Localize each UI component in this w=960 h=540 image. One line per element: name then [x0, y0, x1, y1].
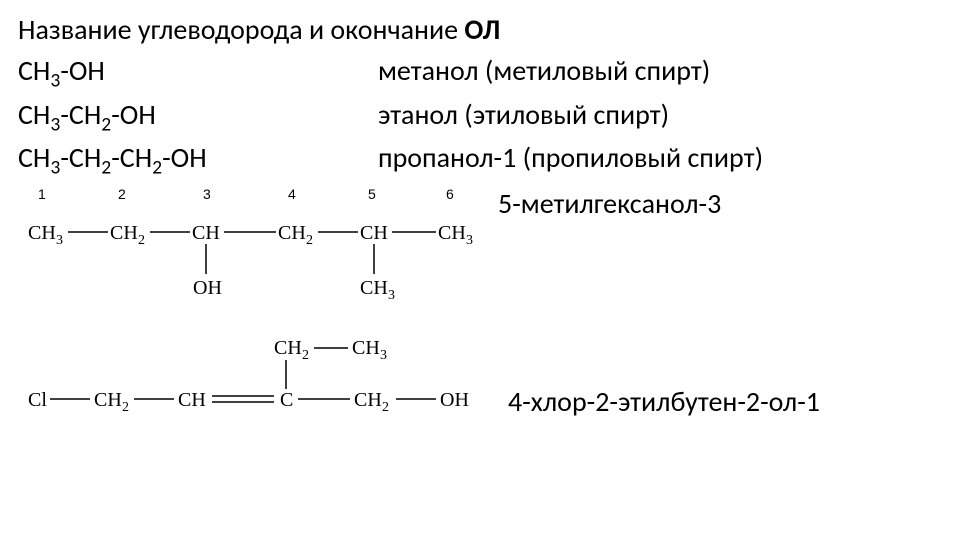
- svg-text:OH: OH: [193, 277, 222, 299]
- svg-text:CH: CH: [94, 389, 122, 411]
- page-title: Название углеводорода и окончание ОЛ: [18, 12, 942, 47]
- formula-row-2: CH3-CH2-OH этанол (этиловый спирт): [18, 97, 942, 137]
- formula-2: CH3-CH2-OH: [18, 97, 378, 137]
- svg-text:2: 2: [382, 400, 389, 415]
- compound-1-name: 5-метилгексанол-3: [498, 186, 721, 221]
- svg-text:CH: CH: [178, 389, 206, 411]
- svg-text:2: 2: [122, 400, 129, 415]
- svg-text:CH: CH: [274, 337, 302, 359]
- title-suffix: ОЛ: [464, 12, 500, 47]
- svg-text:C: C: [280, 389, 293, 411]
- carbon-num-5: 5: [368, 186, 376, 202]
- formula-3-name: пропанол-1 (пропиловый спирт): [378, 140, 942, 180]
- carbon-num-1: 1: [38, 186, 46, 202]
- carbon-num-6: 6: [446, 186, 454, 202]
- svg-text:CH: CH: [110, 222, 138, 244]
- svg-text:CH: CH: [192, 222, 220, 244]
- formula-1: CH3-OH: [18, 53, 378, 93]
- svg-text:3: 3: [56, 233, 63, 248]
- svg-text:OH: OH: [440, 389, 469, 411]
- svg-text:Cl: Cl: [28, 389, 47, 411]
- svg-text:3: 3: [380, 348, 387, 363]
- formula-1-name: метанол (метиловый спирт): [378, 53, 942, 93]
- carbon-num-2: 2: [118, 186, 126, 202]
- svg-text:CH: CH: [354, 389, 382, 411]
- compound-2-name: 4-хлор-2-этилбутен-2-ол-1: [508, 384, 820, 419]
- svg-text:3: 3: [466, 233, 473, 248]
- compound-1-row: 1 2 3 4 5 6 CH 3 CH 2 CH CH 2 CH CH 3 OH: [18, 184, 942, 324]
- svg-text:CH: CH: [352, 337, 380, 359]
- svg-text:CH: CH: [360, 277, 388, 299]
- formula-3: CH3-CH2-CH2-OH: [18, 140, 378, 180]
- svg-text:CH: CH: [278, 222, 306, 244]
- structure-2: CH 2 CH 3 Cl CH 2 CH C CH 2 OH: [18, 334, 488, 474]
- formula-row-1: CH3-OH метанол (метиловый спирт): [18, 53, 942, 93]
- carbon-num-4: 4: [288, 186, 296, 202]
- compound-2-row: CH 2 CH 3 Cl CH 2 CH C CH 2 OH 4-хлор-2-…: [18, 334, 942, 474]
- formula-row-3: CH3-CH2-CH2-OH пропанол-1 (пропиловый сп…: [18, 140, 942, 180]
- formula-2-name: этанол (этиловый спирт): [378, 97, 942, 137]
- svg-text:3: 3: [388, 288, 395, 303]
- svg-text:2: 2: [138, 233, 145, 248]
- carbon-num-3: 3: [203, 186, 211, 202]
- svg-text:CH: CH: [28, 222, 56, 244]
- title-prefix: Название углеводорода и окончание: [18, 12, 464, 47]
- structure-1: 1 2 3 4 5 6 CH 3 CH 2 CH CH 2 CH CH 3 OH: [18, 184, 488, 324]
- svg-text:CH: CH: [360, 222, 388, 244]
- svg-text:2: 2: [302, 348, 309, 363]
- svg-text:CH: CH: [438, 222, 466, 244]
- svg-text:2: 2: [306, 233, 313, 248]
